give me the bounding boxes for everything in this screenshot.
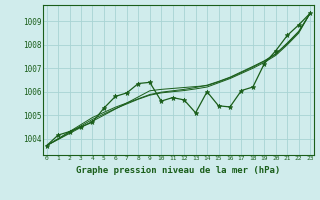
X-axis label: Graphe pression niveau de la mer (hPa): Graphe pression niveau de la mer (hPa) (76, 166, 281, 175)
